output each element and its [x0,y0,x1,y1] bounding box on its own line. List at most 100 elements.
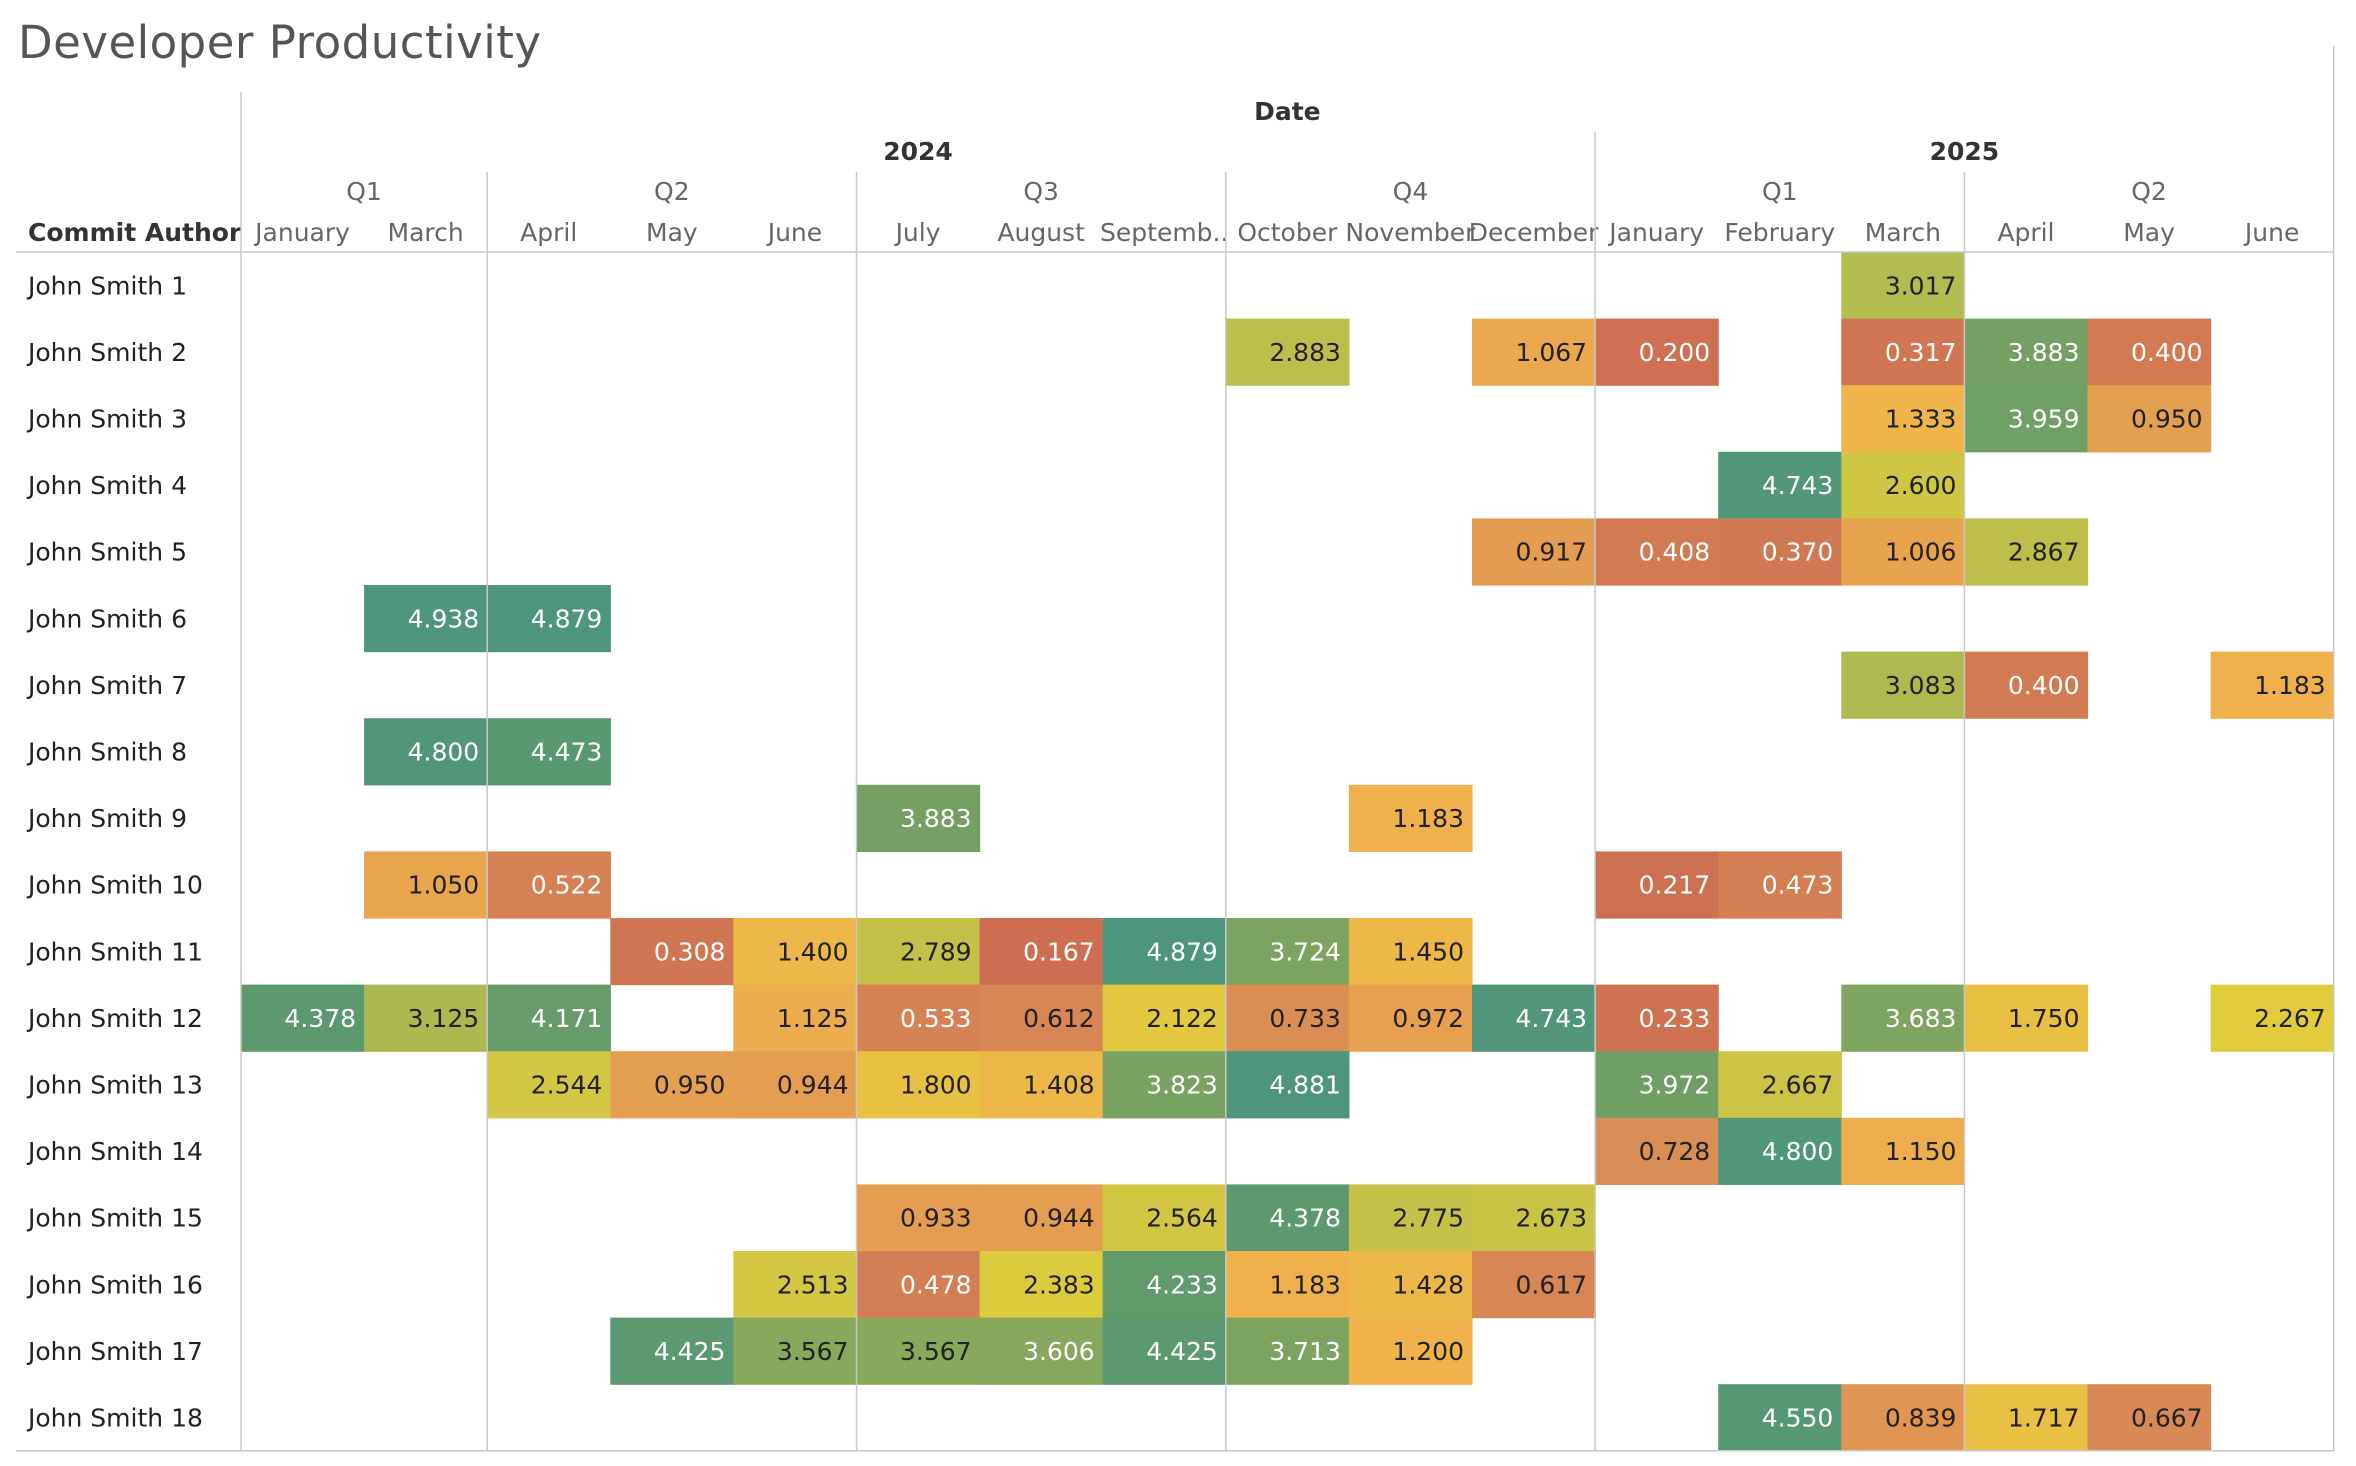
heatmap-cell[interactable] [610,1051,734,1119]
heatmap-cell[interactable] [1348,984,1473,1052]
heatmap-cell[interactable] [1472,518,1596,586]
heatmap-cell[interactable] [856,1184,981,1252]
row-label: John Smith 17 [26,1337,203,1366]
heatmap-cell[interactable] [733,1051,858,1119]
cell-value-label: 0.400 [2008,671,2080,700]
heatmap-cell[interactable] [1472,1251,1596,1319]
heatmap-cell[interactable] [1841,252,1965,320]
heatmap-cell[interactable] [1225,1251,1350,1319]
heatmap-cell[interactable] [2087,1384,2212,1452]
heatmap-cell[interactable] [856,784,981,852]
heatmap-cell[interactable] [1718,451,1842,519]
heatmap-cell[interactable] [1102,918,1227,986]
cell-value-label: 3.017 [1885,271,1957,300]
heatmap-cell[interactable] [1841,385,1965,453]
heatmap-cell[interactable] [1225,984,1350,1052]
heatmap-cell[interactable] [1841,651,1965,719]
heatmap-cell[interactable] [733,1251,858,1319]
heatmap-cell[interactable] [1964,651,2089,719]
heatmap-cell[interactable] [1348,1317,1473,1385]
heatmap-cell[interactable] [856,984,981,1052]
heatmap-cell[interactable] [1718,1117,1842,1185]
month-label: July [894,218,941,247]
heatmap-cell[interactable] [1841,451,1965,519]
heatmap-cell[interactable] [1841,1117,1965,1185]
heatmap-cell[interactable] [2210,984,2335,1052]
heatmap-cell[interactable] [1225,318,1350,386]
heatmap-cell[interactable] [1841,984,1965,1052]
heatmap-cell[interactable] [487,1051,611,1119]
heatmap-cell[interactable] [1348,1184,1473,1252]
heatmap-cell[interactable] [1964,1384,2089,1452]
heatmap-cell[interactable] [979,1317,1104,1385]
heatmap-cell[interactable] [1225,1051,1350,1119]
heatmap-cell[interactable] [1102,1184,1227,1252]
heatmap-cell[interactable] [1102,984,1227,1052]
cell-value-label: 4.378 [1269,1204,1341,1233]
heatmap-cell[interactable] [487,851,611,919]
heatmap-cell[interactable] [856,1051,981,1119]
heatmap-cell[interactable] [364,585,488,653]
heatmap-cell[interactable] [2087,385,2212,453]
heatmap-cell[interactable] [1595,984,1719,1052]
heatmap-cell[interactable] [2210,651,2335,719]
cell-value-label: 3.883 [900,804,972,833]
heatmap-cell[interactable] [1595,851,1719,919]
heatmap-cell[interactable] [1348,1251,1473,1319]
heatmap-cell[interactable] [1964,984,2089,1052]
heatmap-cell[interactable] [1964,385,2089,453]
heatmap-cell[interactable] [979,984,1104,1052]
heatmap-cell[interactable] [610,1317,734,1385]
cell-value-label: 0.728 [1639,1137,1711,1166]
heatmap-cell[interactable] [1841,518,1965,586]
row-label: John Smith 6 [26,604,187,633]
heatmap-cell[interactable] [733,918,858,986]
cell-value-label: 4.800 [408,738,480,767]
heatmap-cell[interactable] [1102,1317,1227,1385]
heatmap-cell[interactable] [487,718,611,786]
heatmap-cell[interactable] [1472,1184,1596,1252]
heatmap-cell[interactable] [1841,1384,1965,1452]
heatmap-cell[interactable] [979,1051,1104,1119]
heatmap-cell[interactable] [1472,984,1596,1052]
cell-value-label: 0.617 [1516,1270,1588,1299]
heatmap-cell[interactable] [1348,918,1473,986]
heatmap-cell[interactable] [364,851,488,919]
row-label: John Smith 9 [26,804,187,833]
heatmap-cell[interactable] [2087,318,2212,386]
heatmap-cell[interactable] [1718,851,1842,919]
heatmap-cell[interactable] [979,1251,1104,1319]
heatmap-cell[interactable] [856,1317,981,1385]
heatmap-cell[interactable] [1718,1384,1842,1452]
heatmap-cell[interactable] [1718,518,1842,586]
heatmap-cell[interactable] [1348,784,1473,852]
heatmap-cell[interactable] [733,984,858,1052]
heatmap-cell[interactable] [979,1184,1104,1252]
heatmap-cell[interactable] [1595,1051,1719,1119]
heatmap-cell[interactable] [1841,318,1965,386]
heatmap-cell[interactable] [979,918,1104,986]
cell-value-label: 1.200 [1392,1337,1464,1366]
month-label: April [520,218,577,247]
heatmap-cell[interactable] [610,918,734,986]
heatmap-cell[interactable] [1225,1317,1350,1385]
heatmap-cell[interactable] [1595,518,1719,586]
heatmap-cell[interactable] [1102,1051,1227,1119]
heatmap-cell[interactable] [241,984,365,1052]
heatmap-cell[interactable] [1595,318,1719,386]
heatmap-cell[interactable] [1472,318,1596,386]
heatmap-cell[interactable] [1102,1251,1227,1319]
heatmap-cell[interactable] [1964,318,2089,386]
heatmap-cell[interactable] [733,1317,858,1385]
heatmap-cell[interactable] [364,718,488,786]
heatmap-cell[interactable] [364,984,488,1052]
heatmap-cell[interactable] [1595,1117,1719,1185]
heatmap-cell[interactable] [1718,1051,1842,1119]
heatmap-cell[interactable] [487,585,611,653]
heatmap-cell[interactable] [1964,518,2089,586]
heatmap-cell[interactable] [856,1251,981,1319]
heatmap-cell[interactable] [487,984,611,1052]
heatmap-cell[interactable] [856,918,981,986]
heatmap-cell[interactable] [1225,918,1350,986]
heatmap-cell[interactable] [1225,1184,1350,1252]
